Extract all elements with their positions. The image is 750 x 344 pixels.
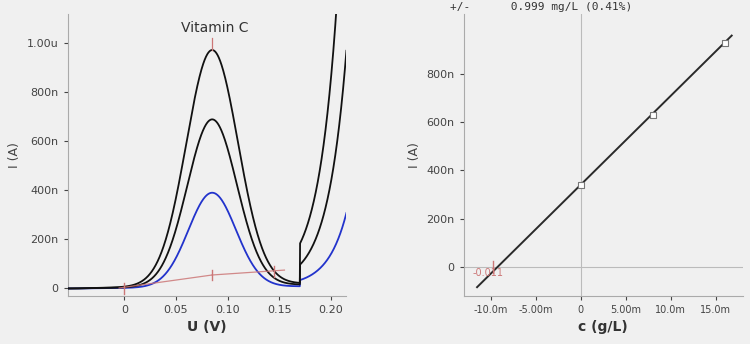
X-axis label: c (g/L): c (g/L) (578, 320, 628, 334)
Point (574, 182, 586, 188)
Text: -0.011: -0.011 (472, 268, 503, 278)
X-axis label: U (V): U (V) (188, 320, 226, 334)
Text: +/-      0.999 mg/L (0.41%): +/- 0.999 mg/L (0.41%) (450, 2, 632, 12)
Text: Vitamin C: Vitamin C (182, 21, 249, 35)
Point (718, 40, 730, 45)
Y-axis label: I (A): I (A) (8, 142, 21, 168)
Point (646, 112, 658, 118)
Y-axis label: I (A): I (A) (408, 142, 421, 168)
